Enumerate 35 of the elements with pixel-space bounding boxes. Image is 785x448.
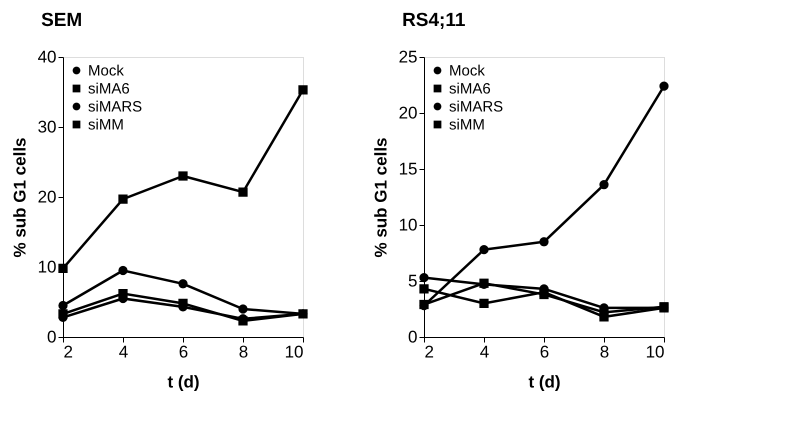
- y-tick-label: 10: [38, 258, 56, 276]
- legend-label: siMA6: [88, 80, 130, 98]
- y-tick-label: 5: [408, 272, 418, 290]
- y-tick-label: 30: [38, 118, 56, 136]
- x-tick-label: 6: [178, 342, 188, 362]
- y-tick-label: 15: [398, 160, 418, 178]
- x-axis-title: t (d): [167, 372, 200, 392]
- legend-label: siMARS: [88, 98, 142, 116]
- y-tick-label: 10: [398, 216, 418, 234]
- y-axis-title: % sub G1 cells: [372, 138, 391, 258]
- x-tick-label: 10: [646, 342, 664, 362]
- x-tick-label: 2: [424, 342, 434, 362]
- chart-title: SEM: [41, 10, 82, 31]
- y-axis-title: % sub G1 cells: [10, 138, 30, 258]
- legend-label: Mock: [449, 62, 486, 80]
- y-tick-label: 0: [47, 328, 56, 346]
- legend-label: siMA6: [449, 80, 491, 98]
- y-tick-label: 40: [38, 48, 56, 66]
- x-tick-label: 6: [540, 342, 550, 362]
- x-tick-label: 2: [64, 342, 73, 362]
- x-tick-label: 4: [118, 342, 128, 362]
- y-tick-label: 0: [408, 328, 418, 346]
- y-tick-label: 20: [398, 104, 418, 122]
- legend-label: siMARS: [449, 98, 504, 116]
- x-tick-label: 8: [600, 342, 610, 362]
- x-tick-label: 10: [284, 342, 304, 362]
- legend-label: siMM: [449, 116, 485, 134]
- y-tick-label: 25: [398, 48, 418, 66]
- x-axis-title: t (d): [528, 372, 561, 392]
- legend-label: Mock: [88, 62, 124, 80]
- x-tick-label: 4: [480, 342, 490, 362]
- chart-title: RS4;11: [402, 10, 466, 31]
- y-tick-label: 20: [38, 188, 56, 206]
- x-tick-label: 8: [238, 342, 248, 362]
- legend-label: siMM: [88, 116, 124, 134]
